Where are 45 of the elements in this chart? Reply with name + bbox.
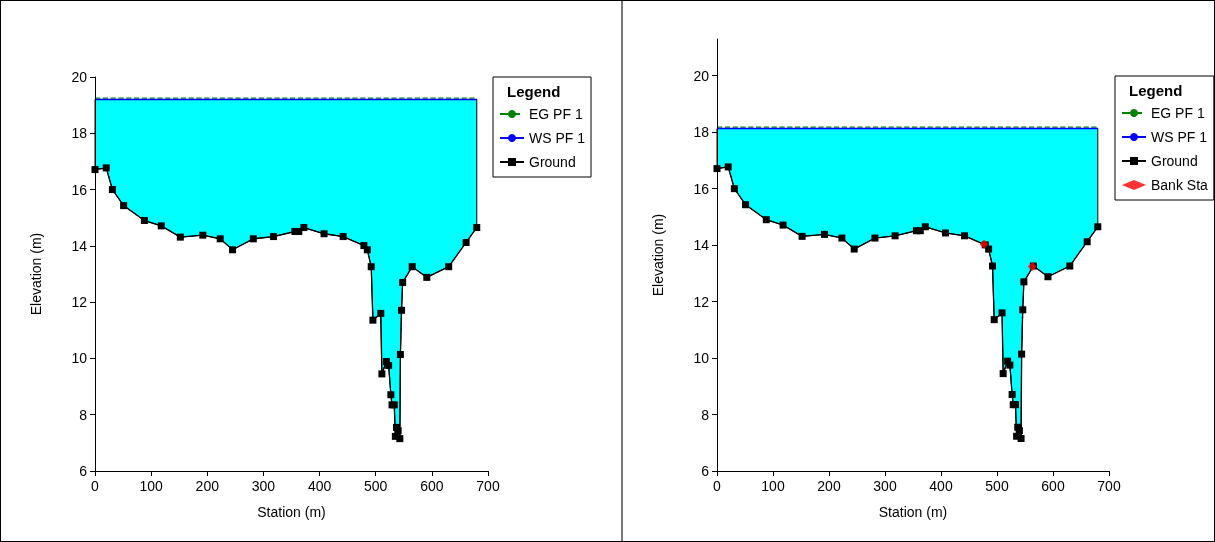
- y-tick-label: 18: [71, 125, 88, 142]
- x-axis-title: Station (m): [257, 504, 326, 520]
- legend-label: Ground: [1151, 153, 1198, 169]
- x-tick-label: 300: [251, 478, 276, 494]
- y-tick-label: 8: [701, 406, 710, 423]
- x-tick-label: 600: [1041, 478, 1065, 494]
- x-tick-label: 300: [873, 478, 897, 494]
- x-tick-label: 100: [761, 478, 785, 494]
- x-tick-label: 500: [985, 478, 1009, 494]
- legend-label: EG PF 1: [529, 106, 583, 122]
- y-tick-label: 20: [71, 69, 88, 85]
- x-tick-label: 400: [307, 478, 332, 494]
- legend-label: WS PF 1: [1151, 129, 1208, 145]
- y-tick-label: 10: [693, 350, 710, 367]
- x-tick-label: 500: [364, 478, 388, 494]
- y-axis-title: Elevation (m): [650, 213, 666, 297]
- y-tick-label: 10: [71, 350, 88, 367]
- y-tick-label: 12: [693, 293, 710, 310]
- x-tick-label: 100: [139, 478, 164, 494]
- x-tick-label: 700: [1097, 478, 1121, 494]
- x-axis-title: Station (m): [878, 504, 948, 520]
- y-axis-title: Elevation (m): [28, 232, 44, 316]
- x-tick-label: 0: [91, 478, 100, 494]
- y-tick-label: 6: [701, 463, 710, 479]
- legend-label: Ground: [529, 154, 576, 170]
- x-tick-label: 400: [929, 478, 953, 494]
- y-tick-label: 20: [693, 67, 710, 84]
- y-tick-label: 18: [693, 124, 710, 141]
- legend-label: WS PF 1: [529, 130, 586, 146]
- x-tick-label: 200: [195, 478, 220, 494]
- x-tick-label: 600: [420, 478, 444, 494]
- y-tick-label: 8: [79, 406, 88, 423]
- y-tick-label: 12: [71, 294, 88, 311]
- legend-title: Legend: [1129, 82, 1183, 99]
- y-tick-label: 14: [693, 237, 710, 254]
- x-tick-label: 0: [713, 478, 722, 494]
- y-tick-label: 6: [79, 463, 88, 479]
- x-tick-label: 200: [817, 478, 841, 494]
- y-tick-label: 14: [71, 237, 88, 254]
- legend-label: Bank Sta: [1151, 177, 1209, 193]
- y-tick-label: 16: [693, 180, 710, 197]
- legend-label: EG PF 1: [1151, 105, 1205, 121]
- x-tick-label: 700: [476, 478, 500, 494]
- legend-title: Legend: [507, 83, 561, 100]
- y-tick-label: 16: [71, 181, 88, 198]
